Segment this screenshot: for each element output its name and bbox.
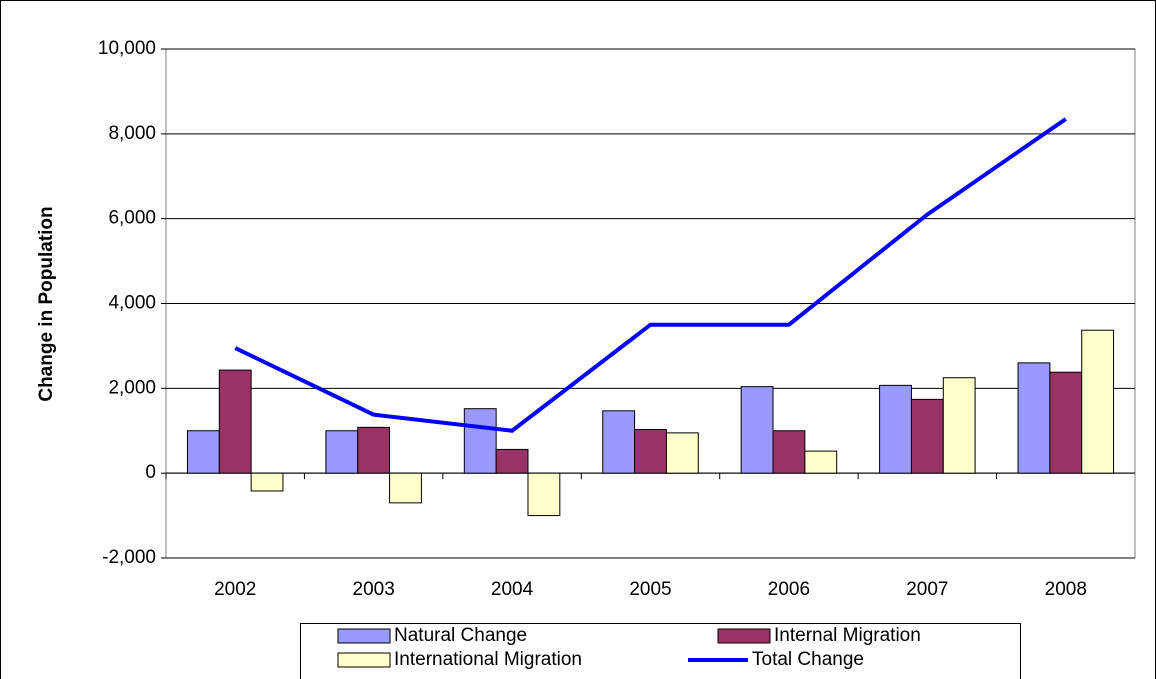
bar	[1017, 362, 1051, 474]
bar	[527, 472, 561, 517]
bar	[910, 398, 944, 474]
bar	[357, 426, 391, 474]
y-axis-label: Change in Population	[36, 206, 57, 401]
bar	[634, 428, 667, 474]
bar	[325, 430, 359, 474]
bar	[665, 432, 699, 474]
x-tick-label: 2007	[906, 579, 948, 600]
bar	[250, 472, 284, 492]
x-tick-label: 2005	[629, 579, 671, 600]
y-tick-label: 10,000	[98, 38, 156, 59]
legend-label: International Migration	[394, 649, 582, 670]
bar	[463, 408, 497, 474]
bar	[804, 450, 838, 474]
legend-label: Internal Migration	[774, 625, 921, 646]
y-tick-label: 4,000	[108, 293, 156, 314]
legend-swatch	[337, 652, 391, 668]
y-tick-label: 6,000	[108, 208, 156, 229]
bar	[740, 386, 774, 474]
legend-swatch	[717, 628, 771, 644]
bar	[772, 430, 806, 474]
legend	[300, 623, 1021, 679]
bar	[1081, 329, 1115, 474]
bar	[602, 410, 636, 474]
bar	[942, 377, 976, 474]
legend-label: Natural Change	[394, 625, 527, 646]
x-tick-label: 2003	[353, 579, 395, 600]
bar	[1049, 371, 1083, 474]
bar	[879, 384, 912, 474]
x-tick-label: 2008	[1045, 579, 1087, 600]
bar	[389, 472, 422, 504]
x-tick-label: 2002	[214, 579, 256, 600]
y-tick-label: -2,000	[102, 547, 156, 568]
bar	[186, 430, 220, 474]
y-tick-label: 8,000	[108, 123, 156, 144]
bar	[495, 448, 529, 474]
y-tick-label: 0	[145, 462, 156, 483]
bar	[218, 369, 252, 474]
y-tick-label: 2,000	[108, 377, 156, 398]
x-tick-label: 2004	[491, 579, 534, 600]
x-tick-label: 2006	[768, 579, 810, 600]
legend-label: Total Change	[752, 649, 864, 670]
legend-swatch	[337, 628, 391, 644]
line	[234, 117, 1067, 433]
